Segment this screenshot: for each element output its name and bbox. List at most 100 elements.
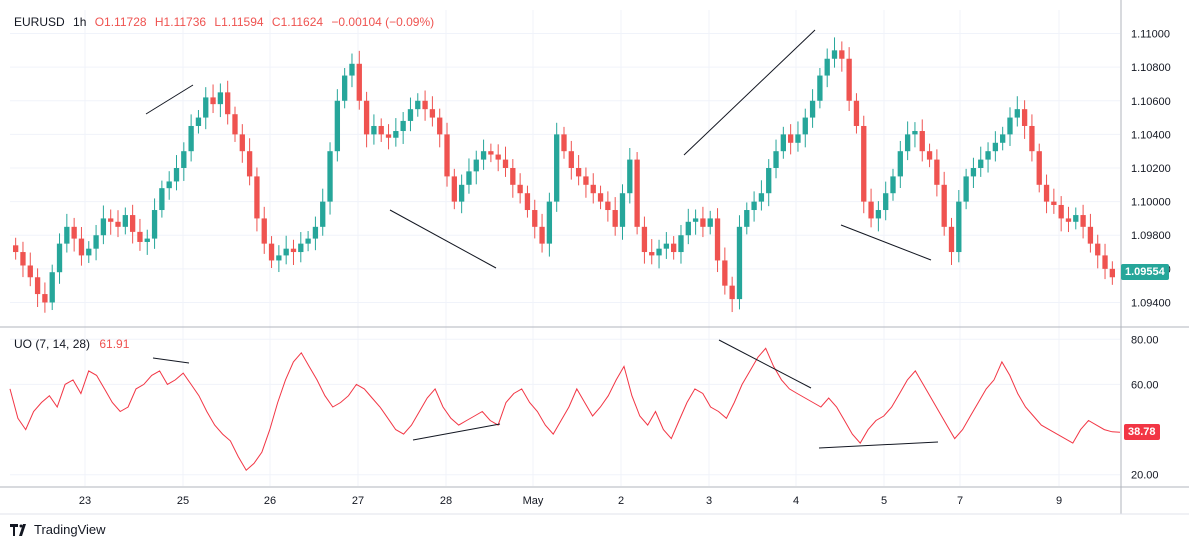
time-tick-label: 28 <box>440 495 452 507</box>
candle-body <box>729 285 735 300</box>
candle-body <box>875 210 882 219</box>
candle-body <box>495 154 501 160</box>
candle-body <box>634 159 640 227</box>
price-tick-label: 1.10400 <box>1131 129 1171 141</box>
candle-body <box>27 265 33 278</box>
candle-body <box>641 226 648 253</box>
candle-body <box>122 215 128 227</box>
candle-body <box>20 252 26 266</box>
candle-body <box>305 238 311 244</box>
candle-body <box>1080 215 1086 227</box>
candle-body <box>283 248 289 256</box>
price-tick-label: 1.10000 <box>1131 197 1171 209</box>
candle-body <box>970 168 977 177</box>
candle-body <box>897 151 903 177</box>
tradingview-label: TradingView <box>34 522 106 537</box>
candle-body <box>751 201 757 211</box>
time-tick-label: 7 <box>957 495 963 507</box>
candle-body <box>458 184 465 202</box>
candle-body <box>349 63 355 76</box>
candle-body <box>13 245 19 253</box>
candle-body <box>488 151 494 155</box>
uo-tick-label: 80.00 <box>1131 334 1159 346</box>
candle-body <box>1043 184 1050 202</box>
symbol-label[interactable]: EURUSD <box>14 15 65 29</box>
time-tick-label: 3 <box>706 495 712 507</box>
interval-label[interactable]: 1h <box>73 15 87 29</box>
indicator-name[interactable]: UO (7, 14, 28) <box>14 337 91 351</box>
candle-body <box>985 151 991 160</box>
candle-body <box>217 92 224 105</box>
candle-body <box>510 168 516 185</box>
candle-body <box>546 201 553 244</box>
candle-body <box>583 176 589 185</box>
candle-body <box>539 226 545 244</box>
candle-body <box>1051 201 1057 205</box>
candle-body <box>890 176 896 194</box>
candle-body <box>590 184 596 194</box>
trendline <box>389 209 497 269</box>
candle-body <box>948 226 955 253</box>
candle-body <box>166 181 172 189</box>
candle-body <box>1014 109 1020 118</box>
candle-body <box>926 151 933 160</box>
candle-body <box>831 50 838 59</box>
candle-body <box>700 218 706 227</box>
candle-body <box>151 210 158 239</box>
candle-body <box>795 134 801 143</box>
candle-body <box>129 215 136 232</box>
candle-body <box>422 100 428 110</box>
candle-body <box>619 193 626 227</box>
candle-body <box>656 248 662 256</box>
candle-body <box>86 248 92 256</box>
candle-body <box>254 176 260 219</box>
candle-body <box>736 226 743 300</box>
candle-body <box>108 218 114 222</box>
uo-series-line <box>9 347 1121 471</box>
candle-body <box>437 117 443 135</box>
candle-body <box>34 277 41 295</box>
candle-body <box>188 125 194 152</box>
candle-body <box>444 134 450 177</box>
candle-body <box>195 117 202 126</box>
candle-body <box>839 50 845 59</box>
candle-body <box>766 168 772 194</box>
candle-body <box>78 238 85 256</box>
candle-body <box>992 142 999 152</box>
candle-body <box>290 248 297 253</box>
candle-body <box>817 75 823 101</box>
candle-body <box>934 159 940 185</box>
candle-body <box>473 159 479 172</box>
candle-body <box>261 218 267 244</box>
tradingview-icon <box>10 523 26 536</box>
candle-body <box>678 235 684 253</box>
candle-body <box>758 193 765 202</box>
uo-tick-label: 20.00 <box>1131 470 1159 482</box>
tradingview-logo[interactable]: TradingView <box>10 522 106 537</box>
candle-body <box>1087 226 1094 244</box>
candle-body <box>1029 125 1035 152</box>
time-tick-label: 9 <box>1056 495 1062 507</box>
candle-body <box>663 243 670 249</box>
candle-body <box>1095 243 1101 256</box>
time-tick-label: May <box>523 495 544 507</box>
candle-body <box>327 151 333 202</box>
candle-body <box>342 75 348 101</box>
candle-body <box>868 201 874 219</box>
candle-body <box>239 134 245 152</box>
candle-body <box>1000 134 1006 143</box>
candle-body <box>502 159 509 168</box>
price-tick-label: 1.09400 <box>1131 297 1171 309</box>
candle-body <box>722 260 728 286</box>
candle-body <box>1036 151 1042 185</box>
open-value: O1.11728 <box>94 15 147 29</box>
candle-body <box>773 151 779 168</box>
candle-body <box>597 193 604 202</box>
candle-body <box>203 97 209 118</box>
candle-body <box>232 114 238 135</box>
candle-body <box>568 151 574 168</box>
candle-body <box>912 131 918 135</box>
candle-body <box>883 193 889 211</box>
